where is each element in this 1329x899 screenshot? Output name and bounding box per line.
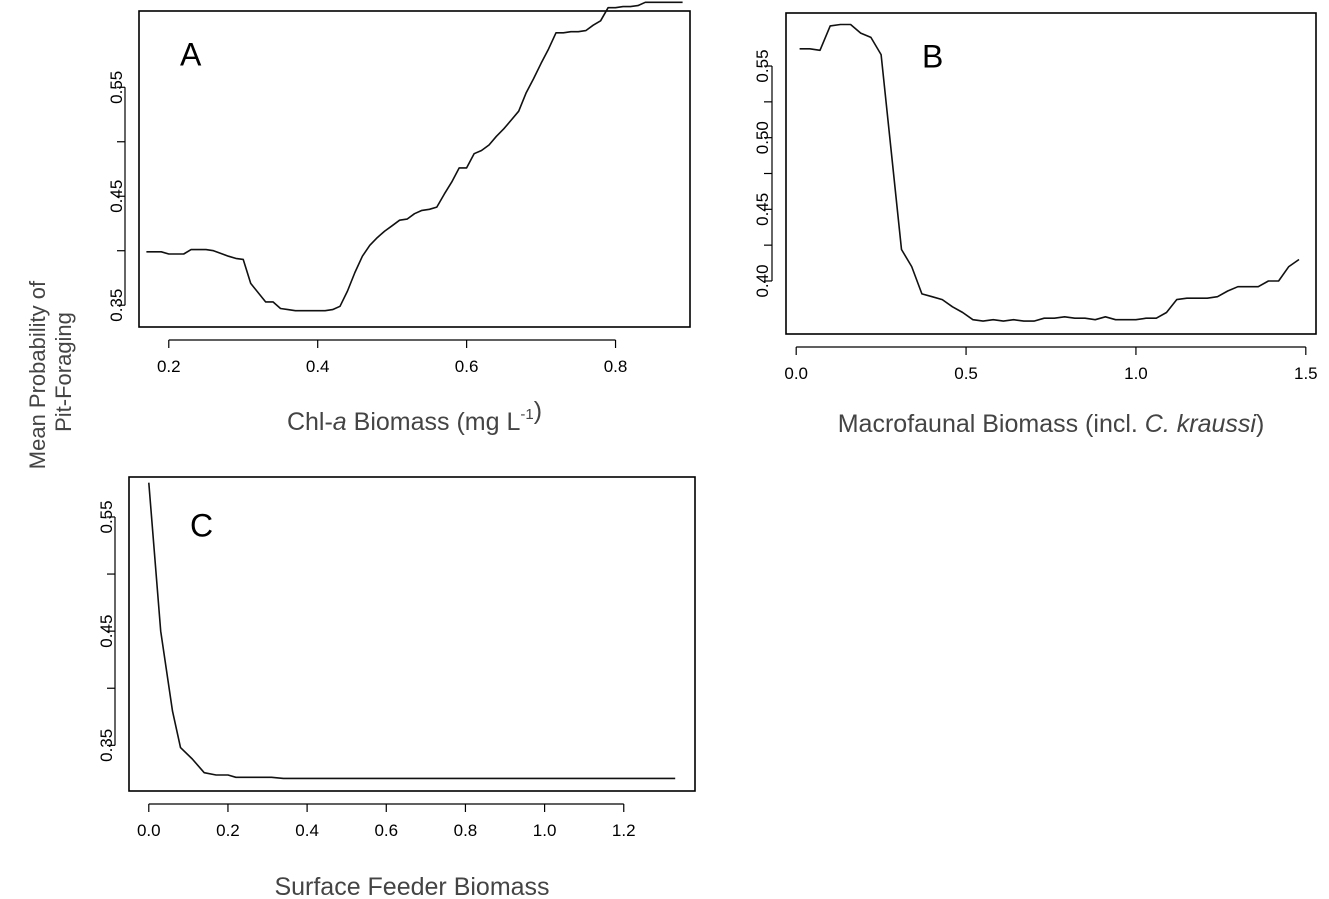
y-tick-label-c: 0.45: [97, 615, 116, 648]
x-axis-label-c: Surface Feeder Biomass: [274, 873, 549, 899]
y-tick-label-b: 0.50: [753, 121, 772, 154]
x-tick-label-c: 0.2: [216, 821, 240, 840]
plot-frame-c: [128, 476, 696, 792]
chart-panel-a: 0.2 0.4 0.6 0.8 0.35 0.45 0.55 A Chl-a Biomass (…: [107, 1, 691, 436]
series-line-b: [799, 23, 1300, 322]
x-tick-label-c: 0.8: [454, 821, 478, 840]
x-tick-label-a: 0.6: [455, 357, 479, 376]
plot-frame-b: [785, 12, 1317, 335]
y-tick-label-b: 0.45: [753, 193, 772, 226]
x-axis-label-part-b: C. kraussi: [1145, 410, 1258, 438]
y-axis-label-line-2: Pit-Foraging: [51, 312, 76, 432]
chart-panel-c: 0.0 0.2 0.4 0.6 0.8 1.0 1.2 0.35 0.45 0.55 C Surfac…: [97, 476, 696, 899]
plot-frame-a: [138, 10, 691, 328]
x-tick-label-b: 1.0: [1124, 364, 1148, 383]
panel-label-c: C: [190, 507, 213, 543]
y-tick-label-c: 0.55: [97, 500, 116, 533]
y-tick-label-b: 0.55: [753, 49, 772, 82]
shared-y-axis-label: Mean Probability of Pit-Foraging: [25, 275, 76, 469]
x-axis-label-part-a: Chl-: [287, 408, 333, 436]
x-tick-label-c: 1.0: [533, 821, 557, 840]
x-axis-label-part-a: ): [534, 397, 542, 425]
series-line-c: [148, 482, 676, 780]
x-axis-label-part-a: a: [333, 408, 347, 436]
panel-label-b: B: [922, 38, 943, 74]
y-tick-label-a: 0.55: [107, 71, 126, 104]
chart-panel-b: 0.0 0.5 1.0 1.5 0.40 0.45 0.50 0.55 B Macrofaunal…: [753, 12, 1318, 438]
x-axis-label-a: Chl-a Biomass (mg L-1): [287, 397, 542, 436]
panel-label-a: A: [180, 36, 202, 72]
x-tick-label-c: 0.6: [374, 821, 398, 840]
x-axis-label-part-b: Macrofaunal Biomass (incl.: [838, 410, 1145, 438]
x-tick-label-b: 0.0: [784, 364, 808, 383]
y-tick-label-b: 0.40: [753, 264, 772, 297]
x-tick-label-c: 0.0: [137, 821, 161, 840]
x-tick-label-a: 0.8: [604, 357, 628, 376]
x-tick-label-b: 0.5: [954, 364, 978, 383]
x-axis-label-part-c: Surface Feeder Biomass: [274, 873, 549, 899]
x-axis-label-part-a: -1: [520, 406, 533, 423]
x-axis-label-b: Macrofaunal Biomass (incl. C. kraussi): [838, 410, 1265, 438]
x-tick-label-a: 0.2: [157, 357, 181, 376]
x-axis-label-part-a: Biomass (mg L: [347, 408, 521, 436]
series-line-a: [146, 1, 683, 312]
x-tick-label-c: 1.2: [612, 821, 636, 840]
x-tick-label-c: 0.4: [295, 821, 319, 840]
y-tick-label-c: 0.35: [97, 729, 116, 762]
y-tick-label-a: 0.45: [107, 180, 126, 213]
x-tick-label-a: 0.4: [306, 357, 330, 376]
y-tick-label-a: 0.35: [107, 289, 126, 322]
y-axis-label-line-1: Mean Probability of: [25, 280, 50, 469]
x-tick-label-b: 1.5: [1294, 364, 1318, 383]
x-axis-label-part-b: ): [1256, 410, 1264, 438]
